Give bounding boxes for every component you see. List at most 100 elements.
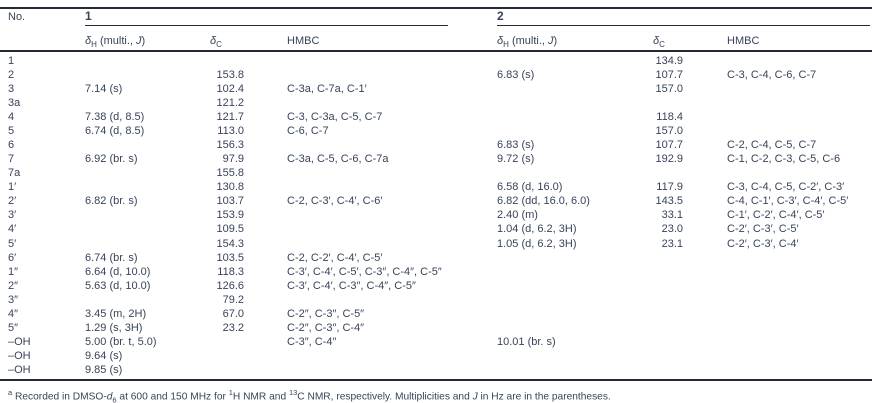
table-row: 7 6.92 (br. s) 97.9 C-3a, C-5, C-6, C-7a… <box>0 152 872 166</box>
cell-delta-h-compound-2: 6.82 (dd, 16.0, 6.0) <box>497 195 590 208</box>
delta-c-subscript: C <box>659 40 665 50</box>
cell-position-no: 1 <box>8 54 15 67</box>
cell-delta-c-compound-2: 107.7 <box>655 68 683 81</box>
cell-hmbc-compound-1: C-2″, C-3″, C-5″ <box>287 307 365 320</box>
table-row: 2″ 5.63 (d, 10.0) 126.6 C-3′, C-4′, C-3″… <box>0 279 872 293</box>
cell-hmbc-compound-1: C-3″, C-4″ <box>287 336 337 349</box>
column-header-delta-h-1: δH (multi., J) <box>85 26 210 60</box>
table-row: 4 7.38 (d, 8.5) 121.7 C-3, C-3a, C-5, C-… <box>0 110 872 124</box>
delta-c-subscript: C <box>216 40 222 50</box>
cell-delta-c-compound-1: 97.9 <box>222 153 244 166</box>
table-row: 6 156.3 6.83 (s) 107.7 C-2, C-4, C-5, C-… <box>0 138 872 152</box>
table-row: 3 7.14 (s) 102.4 C-3a, C-7a, C-1′ 157.0 <box>0 82 872 96</box>
delta-symbol: δ <box>497 35 504 47</box>
footnote-rule <box>0 379 872 381</box>
cell-delta-h-compound-2: 1.04 (d, 6.2, 3H) <box>497 223 577 236</box>
cell-hmbc-compound-1: C-3a, C-7a, C-1′ <box>287 82 367 95</box>
table-row: –OH 9.85 (s) <box>0 363 872 377</box>
delta-h-subscript: H <box>91 40 97 50</box>
cell-delta-c-compound-2: 33.1 <box>661 209 683 222</box>
cell-delta-c-compound-1: 153.8 <box>216 68 244 81</box>
j-coupling-italic: J <box>472 391 478 403</box>
cell-delta-c-compound-1: 109.5 <box>216 223 244 236</box>
footnote-text: Recorded in DMSO- <box>15 391 107 403</box>
cell-delta-c-compound-1: 67.0 <box>222 307 244 320</box>
cell-hmbc-compound-1: C-2, C-2′, C-4′, C-5′ <box>287 251 383 264</box>
cell-hmbc-compound-2: C-1, C-2, C-3, C-5, C-6 <box>727 153 841 166</box>
cell-delta-c-compound-1: 103.5 <box>216 251 244 264</box>
cell-hmbc-compound-1: C-3, C-3a, C-5, C-7 <box>287 110 383 123</box>
cell-position-no: –OH <box>8 350 31 363</box>
cell-position-no: 2′ <box>8 195 17 208</box>
multi-label: (multi., <box>96 35 137 47</box>
table-row: 2 153.8 6.83 (s) 107.7 C-3, C-4, C-6, C-… <box>0 68 872 82</box>
j-coupling-label: J <box>548 35 554 47</box>
cell-hmbc-compound-1: C-3a, C-5, C-6, C-7a <box>287 153 389 166</box>
cell-delta-c-compound-2: 192.9 <box>655 153 683 166</box>
column-header-compound-2: 2 <box>497 9 870 26</box>
cell-delta-c-compound-1: 130.8 <box>216 181 244 194</box>
table-footnote: a Recorded in DMSO-d6 at 600 and 150 MHz… <box>0 381 872 403</box>
delta-symbol: δ <box>653 35 660 47</box>
cell-position-no: 5 <box>8 124 15 137</box>
cell-delta-c-compound-2: 23.0 <box>661 223 683 236</box>
cell-hmbc-compound-1: C-6, C-7 <box>287 124 329 137</box>
table-row: 5″ 1.29 (s, 3H) 23.2 C-2″, C-3″, C-4″ <box>0 321 872 335</box>
cell-position-no: 2 <box>8 68 15 81</box>
table-row: 4′ 109.5 1.04 (d, 6.2, 3H) 23.0 C-2′, C-… <box>0 222 872 236</box>
cell-position-no: 3a <box>8 96 21 109</box>
cell-delta-c-compound-1: 113.0 <box>217 124 244 137</box>
cell-position-no: –OH <box>8 364 31 377</box>
multi-label: (multi., <box>508 35 549 47</box>
footnote-text: at 600 and 150 MHz for <box>116 391 229 403</box>
cell-delta-c-compound-1: 118.3 <box>217 265 244 278</box>
cell-hmbc-compound-1: C-3′, C-4′, C-5′, C-3″, C-4″, C-5″ <box>287 265 442 278</box>
cell-delta-h-compound-1: 9.85 (s) <box>85 364 123 377</box>
cell-position-no: 5′ <box>8 237 17 250</box>
table-header-columns: δH (multi., J) δC HMBC δH (multi., J) δC… <box>0 26 872 50</box>
cell-delta-c-compound-2: 23.1 <box>661 237 683 250</box>
table-row: 5 6.74 (d, 8.5) 113.0 C-6, C-7 157.0 <box>0 124 872 138</box>
cell-hmbc-compound-2: C-1′, C-2′, C-4′, C-5′ <box>727 209 825 222</box>
footnote-text: in Hz are in the parentheses. <box>477 391 611 403</box>
table-row: 1″ 6.64 (d, 10.0) 118.3 C-3′, C-4′, C-5′… <box>0 265 872 279</box>
cell-delta-c-compound-1: 23.2 <box>222 321 244 334</box>
proton-superscript: 1 <box>228 387 233 397</box>
cell-delta-c-compound-1: 79.2 <box>222 293 244 306</box>
table-row: 2′ 6.82 (br. s) 103.7 C-2, C-3′, C-4′, C… <box>0 194 872 208</box>
cell-delta-h-compound-1: 5.00 (br. t, 5.0) <box>85 336 157 349</box>
table-row: 1′ 130.8 6.58 (d, 16.0) 117.9 C-3, C-4, … <box>0 180 872 194</box>
cell-position-no: 3″ <box>8 293 19 306</box>
cell-delta-c-compound-1: 153.9 <box>216 209 244 222</box>
cell-delta-c-compound-1: 126.6 <box>216 279 244 292</box>
cell-position-no: 1″ <box>8 265 19 278</box>
table-body: 1 134.9 2 153.8 6.83 (s) 107.7 C-3, C-4,… <box>0 52 872 378</box>
cell-delta-h-compound-1: 3.45 (m, 2H) <box>85 307 147 320</box>
cell-hmbc-compound-2: C-3, C-4, C-6, C-7 <box>727 68 817 81</box>
j-coupling-label: J <box>136 35 142 47</box>
cell-delta-h-compound-1: 6.64 (d, 10.0) <box>85 265 151 278</box>
cell-delta-h-compound-1: 7.14 (s) <box>85 82 123 95</box>
table-row: 5′ 154.3 1.05 (d, 6.2, 3H) 23.1 C-2′, C-… <box>0 237 872 251</box>
cell-delta-c-compound-2: 117.9 <box>656 181 683 194</box>
cell-delta-c-compound-1: 121.2 <box>216 96 244 109</box>
column-header-hmbc-1: HMBC <box>287 35 320 47</box>
cell-delta-c-compound-2: 157.0 <box>655 82 683 95</box>
header-bottom-rule <box>0 50 872 52</box>
close-paren: ) <box>141 35 146 47</box>
cell-hmbc-compound-1: C-2, C-3′, C-4′, C-6′ <box>287 195 383 208</box>
footnote-text: C NMR, respectively. Multiplicities and <box>297 391 473 403</box>
cell-position-no: 2″ <box>8 279 19 292</box>
cell-hmbc-compound-2: C-2, C-4, C-5, C-7 <box>727 138 817 151</box>
cell-position-no: 7 <box>8 153 15 166</box>
cell-delta-h-compound-1: 5.63 (d, 10.0) <box>85 279 151 292</box>
cell-delta-h-compound-1: 6.82 (br. s) <box>85 195 138 208</box>
cell-hmbc-compound-2: C-3, C-4, C-5, C-2′, C-3′ <box>727 181 845 194</box>
table-row: 3″ 79.2 <box>0 293 872 307</box>
cell-delta-h-compound-1: 9.64 (s) <box>85 350 123 363</box>
cell-delta-h-compound-2: 6.83 (s) <box>497 68 535 81</box>
cell-delta-h-compound-2: 9.72 (s) <box>497 153 535 166</box>
table-row: 1 134.9 <box>0 54 872 68</box>
cell-delta-h-compound-2: 10.01 (br. s) <box>497 336 556 349</box>
